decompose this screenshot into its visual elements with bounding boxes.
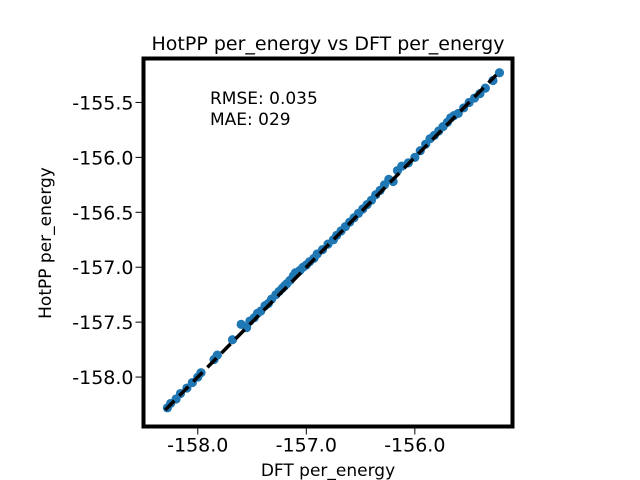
rmse-annotation: RMSE: 0.035 [210,89,318,109]
axis-layer: -158.0 -157.0 -156.0 -158.0 -157.5 -157.0 -156… [72,92,445,456]
y-tick-label: -156.5 [72,202,133,224]
x-tick-label: -156.0 [384,435,445,457]
plot-frame [141,56,515,429]
data-layer [162,68,505,413]
x-tick-label: -157.0 [276,435,337,457]
mae-annotation: MAE: 029 [210,110,291,130]
y-tick-label: -156.0 [72,147,133,169]
y-tick-label: -158.0 [72,367,133,389]
y-tick-label: -157.0 [72,257,133,279]
y-tick-label: -155.5 [72,92,133,114]
y-tick-label: -157.5 [72,312,133,334]
x-tick-label: -158.0 [167,435,228,457]
y-axis-label: HotPP per_energy [36,167,56,319]
x-axis-label: DFT per_energy [261,461,395,480]
reference-line [163,73,498,412]
scatter-point [494,68,505,78]
chart-title: HotPP per_energy vs DFT per_energy [152,33,505,55]
